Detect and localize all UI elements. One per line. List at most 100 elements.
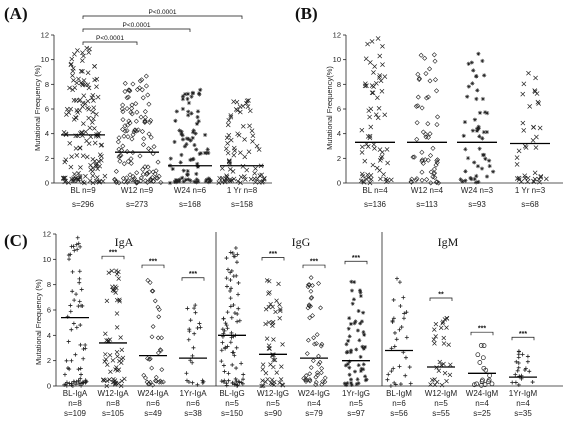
data-point <box>120 102 126 108</box>
data-point <box>119 106 125 112</box>
significance-stars: *** <box>269 251 277 258</box>
data-point <box>116 180 122 186</box>
data-point <box>360 179 366 184</box>
data-point <box>472 160 477 165</box>
data-point <box>246 149 252 155</box>
data-point <box>398 382 403 387</box>
y-tick-label: 12 <box>41 31 49 40</box>
y-tick-label: 10 <box>333 55 341 64</box>
data-point <box>431 52 437 58</box>
data-point <box>250 139 255 144</box>
data-point <box>231 152 237 158</box>
data-point <box>80 68 85 74</box>
data-point <box>348 321 353 326</box>
comparison-bracket <box>82 41 138 45</box>
data-point <box>474 128 480 133</box>
data-point <box>242 137 247 142</box>
data-point <box>116 146 122 152</box>
data-point <box>520 120 526 126</box>
data-point <box>186 100 192 106</box>
data-point <box>241 372 246 377</box>
data-point <box>533 75 538 81</box>
data-point <box>245 104 251 109</box>
data-point <box>409 176 415 182</box>
data-point <box>361 362 366 367</box>
data-point <box>370 162 376 168</box>
data-point <box>352 321 357 326</box>
data-point <box>226 118 232 123</box>
x-s-label: s=38 <box>184 409 202 418</box>
significance-stars: *** <box>352 255 360 262</box>
data-point <box>152 171 158 177</box>
data-point <box>345 362 350 367</box>
data-point <box>98 157 104 163</box>
data-point <box>180 175 185 180</box>
data-point <box>186 337 191 342</box>
data-point <box>70 65 76 71</box>
data-point <box>347 334 352 339</box>
data-point <box>80 81 85 87</box>
data-point <box>91 116 96 122</box>
data-point <box>349 380 354 385</box>
data-point <box>391 316 396 321</box>
data-point <box>391 366 396 371</box>
data-point <box>480 377 485 383</box>
data-point <box>235 252 240 257</box>
data-point <box>397 280 402 285</box>
data-point <box>263 370 269 376</box>
data-point <box>78 244 83 249</box>
data-point <box>419 149 425 155</box>
data-point <box>150 288 156 294</box>
data-point <box>80 179 86 185</box>
data-point <box>527 104 533 109</box>
data-point <box>228 340 233 345</box>
data-point <box>441 341 447 346</box>
data-point <box>72 248 77 253</box>
data-point <box>440 321 445 326</box>
data-point <box>389 369 394 374</box>
data-point <box>225 344 230 349</box>
data-point <box>181 168 186 173</box>
data-point <box>349 279 354 284</box>
data-point <box>90 92 96 98</box>
data-point <box>264 278 270 283</box>
data-point <box>434 88 440 94</box>
data-point <box>74 153 80 158</box>
x-s-label: s=35 <box>514 409 532 418</box>
data-point <box>315 372 321 378</box>
x-category-label: BL-IgG <box>219 389 244 398</box>
data-point <box>108 369 113 375</box>
data-point <box>358 290 363 295</box>
x-s-label: s=90 <box>264 409 282 418</box>
x-n-label: n=5 <box>434 399 448 408</box>
data-point <box>134 170 140 176</box>
data-point <box>363 56 369 62</box>
data-point <box>487 373 492 378</box>
data-point <box>367 180 373 186</box>
data-point <box>83 342 88 347</box>
data-point <box>227 166 233 172</box>
data-point <box>428 153 434 159</box>
data-point <box>84 45 90 51</box>
data-point <box>415 71 421 77</box>
data-point <box>197 92 202 97</box>
data-point <box>71 321 76 326</box>
panel-b-y-axis-label: Mutational Frequency(%) <box>325 66 334 150</box>
data-point <box>235 107 240 113</box>
data-point <box>69 244 74 249</box>
data-point <box>434 179 440 185</box>
data-point <box>227 159 232 165</box>
data-point <box>83 129 89 135</box>
data-point <box>350 301 355 306</box>
data-point <box>77 175 83 181</box>
data-point <box>150 382 156 388</box>
data-point <box>74 80 80 86</box>
data-point <box>514 176 520 181</box>
data-point <box>463 178 468 183</box>
data-point <box>143 375 148 381</box>
data-point <box>186 379 191 384</box>
data-point <box>76 304 81 309</box>
data-point <box>385 160 390 166</box>
data-point <box>77 381 82 386</box>
data-point <box>202 150 208 156</box>
